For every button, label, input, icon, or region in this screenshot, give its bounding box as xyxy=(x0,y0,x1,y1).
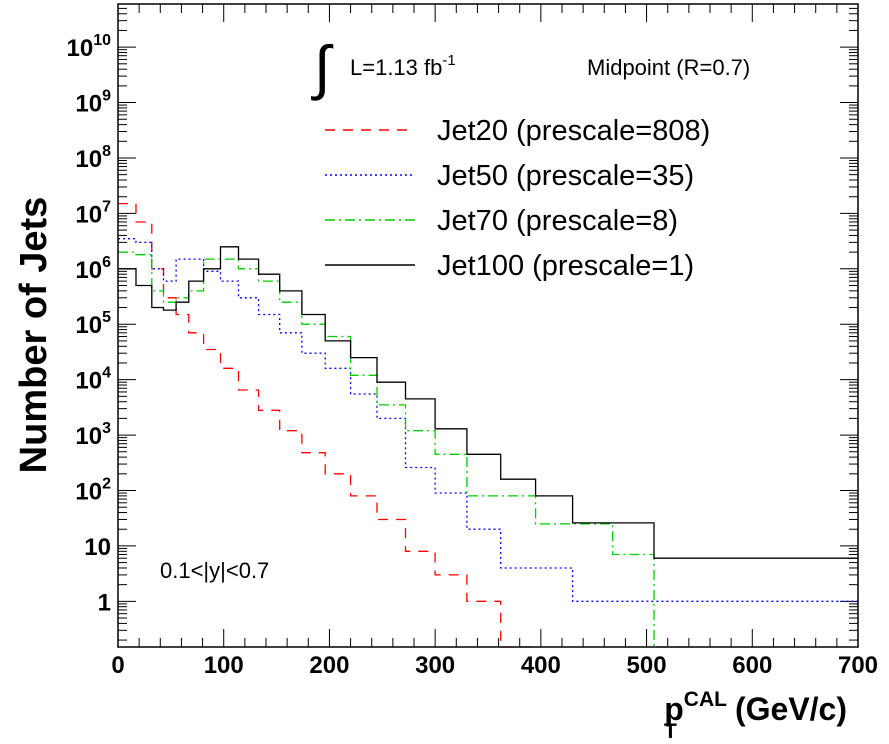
y-tick-base: 10 xyxy=(84,534,111,561)
y-tick-base: 1 xyxy=(98,589,111,616)
series-line xyxy=(118,246,858,559)
x-tick-label: 200 xyxy=(309,652,349,679)
algorithm-label: Midpoint (R=0.7) xyxy=(587,55,750,80)
plot-frame xyxy=(117,3,859,648)
x-tick-label: 100 xyxy=(204,652,244,679)
legend-label: Jet50 (prescale=35) xyxy=(437,160,694,192)
luminosity-text: L=1.13 fb xyxy=(350,55,442,80)
legend-label: Jet70 (prescale=8) xyxy=(437,205,678,237)
x-tick-label: 600 xyxy=(732,652,772,679)
x-tick-label: 500 xyxy=(627,652,667,679)
y-tick-base: 10 xyxy=(75,423,102,450)
y-tick-base: 10 xyxy=(75,91,102,118)
y-tick-label: 109 xyxy=(75,88,111,118)
y-tick-label: 103 xyxy=(75,420,111,450)
x-tick-label: 400 xyxy=(521,652,561,679)
x-axis-title-sub: T xyxy=(664,720,677,743)
y-tick-label: 1010 xyxy=(67,32,112,62)
y-tick-base: 10 xyxy=(75,201,102,228)
y-tick-label: 104 xyxy=(75,365,111,395)
y-tick-exp: 7 xyxy=(102,198,111,215)
y-tick-exp: 9 xyxy=(102,88,111,105)
legend: Jet20 (prescale=808) Jet50 (prescale=35) J… xyxy=(325,115,710,282)
histogram-series xyxy=(118,202,858,648)
y-tick-base: 10 xyxy=(75,146,102,173)
y-axis-title: Number of Jets xyxy=(13,197,55,474)
y-tick-exp: 6 xyxy=(102,254,111,271)
y-tick-base: 10 xyxy=(75,312,102,339)
y-tick-exp: 2 xyxy=(102,475,111,492)
legend-label: Jet100 (prescale=1) xyxy=(437,250,694,282)
luminosity-annotation: ∫ L=1.13 fb-1 xyxy=(311,34,456,101)
y-tick-exp: 5 xyxy=(102,309,111,326)
x-tick-label: 0 xyxy=(111,652,124,679)
luminosity-label: L=1.13 fb-1 xyxy=(350,52,456,80)
y-tick-base: 10 xyxy=(75,368,102,395)
x-axis-title: pCAL (GeV/c) xyxy=(664,688,847,727)
y-tick-label: 102 xyxy=(75,475,111,505)
x-axis-title-main: p xyxy=(664,691,684,727)
y-tick-label: 10 xyxy=(84,534,111,561)
y-tick-base: 10 xyxy=(67,35,94,62)
x-axis-title-unit: (GeV/c) xyxy=(735,691,847,727)
y-tick-exp: 10 xyxy=(93,32,111,49)
integral-sign: ∫ xyxy=(311,34,334,101)
y-tick-label: 105 xyxy=(75,309,111,339)
series-line xyxy=(118,238,858,602)
y-tick-exp: 3 xyxy=(102,420,111,437)
rapidity-label: 0.1<|y|<0.7 xyxy=(160,558,269,583)
x-tick-label: 700 xyxy=(838,652,878,679)
x-axis-title-sup: CAL xyxy=(684,688,727,711)
x-tick-labels: 0 100 200 300 400 500 600 700 xyxy=(111,652,878,679)
y-tick-base: 10 xyxy=(75,257,102,284)
y-tick-exp: 8 xyxy=(102,143,111,160)
y-tick-base: 10 xyxy=(75,478,102,505)
y-tick-exp: 4 xyxy=(102,365,111,382)
y-tick-label: 106 xyxy=(75,254,111,284)
legend-label: Jet20 (prescale=808) xyxy=(437,115,710,147)
y-tick-label: 107 xyxy=(75,198,111,228)
x-tick-label: 300 xyxy=(415,652,455,679)
y-tick-label: 108 xyxy=(75,143,111,173)
y-tick-label: 1 xyxy=(98,589,111,616)
luminosity-sup: -1 xyxy=(442,52,455,69)
